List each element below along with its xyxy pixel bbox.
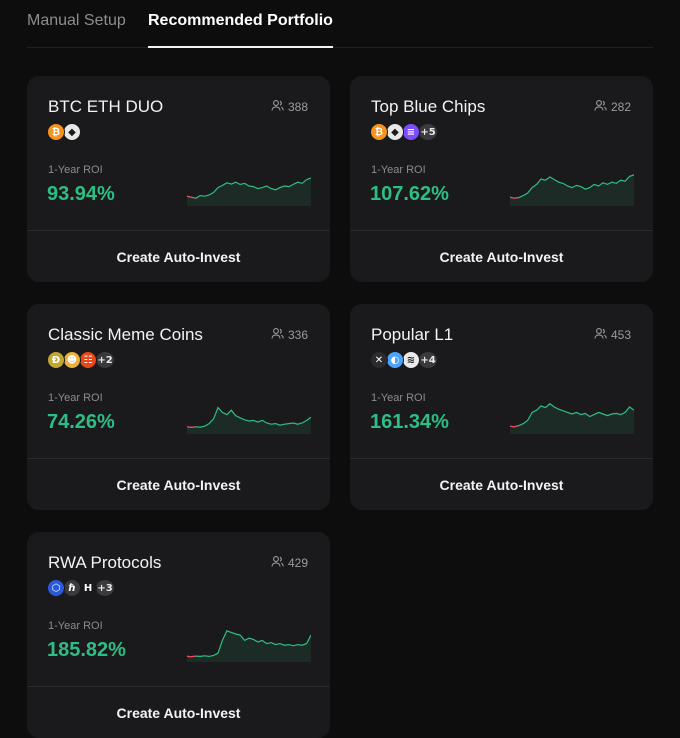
roi-label: 1-Year ROI <box>48 392 103 404</box>
follower-count-value: 336 <box>287 328 308 342</box>
roi-label: 1-Year ROI <box>48 164 103 176</box>
sparkline-line <box>187 177 311 199</box>
tab-recommended-portfolio[interactable]: Recommended Portfolio <box>148 12 333 48</box>
stellar-icon: ≋ <box>402 351 420 369</box>
users-icon <box>594 327 607 343</box>
follower-count-value: 388 <box>287 100 308 114</box>
card-divider <box>350 230 653 231</box>
sparkline-line <box>510 174 634 199</box>
chainlink-icon: ⬡ <box>47 579 65 597</box>
xrp-icon: ✕ <box>370 351 388 369</box>
sparkline-area <box>510 403 634 434</box>
coin-icons: ₿ ◆ <box>47 123 81 143</box>
roi-value: 74.26% <box>47 411 115 433</box>
follower-count: 336 <box>271 327 308 343</box>
create-auto-invest-button[interactable]: Create Auto-Invest <box>116 704 241 721</box>
card-divider <box>350 458 653 459</box>
bitcoin-icon: ₿ <box>370 123 388 141</box>
users-icon <box>271 555 284 571</box>
portfolio-name: RWA Protocols <box>48 553 162 572</box>
sparkline-line <box>187 630 311 658</box>
sparkline-start-segment <box>187 195 197 199</box>
dogecoin-icon: Ð <box>47 351 65 369</box>
portfolio-card[interactable]: BTC ETH DUO 388 ₿ ◆ 1-Year ROI 93.94% Cre… <box>27 76 330 282</box>
follower-count: 282 <box>594 99 631 115</box>
roi-label: 1-Year ROI <box>48 620 103 632</box>
create-auto-invest-button[interactable]: Create Auto-Invest <box>116 248 241 265</box>
ondo-icon: H <box>79 579 97 597</box>
roi-label: 1-Year ROI <box>371 164 426 176</box>
users-icon <box>271 99 284 115</box>
sparkline-start-segment <box>187 655 196 658</box>
portfolio-card[interactable]: Top Blue Chips 282 ₿ ◆ ≡ +5 1-Year ROI 107.… <box>350 76 653 282</box>
sparkline-line <box>187 406 311 429</box>
create-auto-invest-button[interactable]: Create Auto-Invest <box>116 476 241 493</box>
follower-count: 388 <box>271 99 308 115</box>
shiba-icon: ☷ <box>79 351 97 369</box>
sparkline-area <box>510 174 634 206</box>
coin-icons: ⬡ ℏ H +3 <box>47 579 115 599</box>
coin-icons: ₿ ◆ ≡ +5 <box>370 123 438 143</box>
more-coins-badge: +4 <box>418 351 438 369</box>
roi-sparkline <box>510 174 634 206</box>
sparkline-start-segment <box>510 424 520 428</box>
portfolio-card[interactable]: Classic Meme Coins 336 Ð ☻ ☷ +2 1-Year ROI … <box>27 304 330 510</box>
sparkline-line <box>510 403 634 428</box>
sparkline-start-segment <box>510 196 519 199</box>
bitcoin-icon: ₿ <box>47 123 65 141</box>
coin-icons: ✕ ◐ ≋ +4 <box>370 351 438 371</box>
portfolio-name: Top Blue Chips <box>371 97 486 116</box>
follower-count-value: 453 <box>610 328 631 342</box>
solana-icon: ≡ <box>402 123 420 141</box>
roi-sparkline <box>187 406 311 434</box>
follower-count: 429 <box>271 555 308 571</box>
pepe-icon: ☻ <box>63 351 81 369</box>
roi-sparkline <box>187 177 311 206</box>
more-coins-badge: +2 <box>95 351 115 369</box>
roi-sparkline <box>510 403 634 434</box>
active-tab-indicator <box>148 46 333 48</box>
more-coins-badge: +3 <box>95 579 115 597</box>
roi-value: 107.62% <box>370 183 449 205</box>
portfolio-name: Popular L1 <box>371 325 454 344</box>
portfolio-name: BTC ETH DUO <box>48 97 164 116</box>
follower-count-value: 429 <box>287 556 308 570</box>
roi-label: 1-Year ROI <box>371 392 426 404</box>
roi-sparkline <box>187 630 311 662</box>
follower-count-value: 282 <box>610 100 631 114</box>
sparkline-area <box>187 407 311 434</box>
portfolio-tabs: Manual Setup Recommended Portfolio <box>27 0 653 48</box>
portfolio-card[interactable]: RWA Protocols 429 ⬡ ℏ H +3 1-Year ROI 185.8… <box>27 532 330 738</box>
portfolio-name: Classic Meme Coins <box>48 325 203 344</box>
more-coins-badge: +5 <box>418 123 438 141</box>
sparkline-start-segment <box>187 426 196 429</box>
ethereum-icon: ◆ <box>386 123 404 141</box>
portfolio-card[interactable]: Popular L1 453 ✕ ◐ ≋ +4 1-Year ROI 161.34% … <box>350 304 653 510</box>
roi-value: 161.34% <box>370 411 449 433</box>
tab-recommended-label: Recommended Portfolio <box>148 12 333 29</box>
follower-count: 453 <box>594 327 631 343</box>
create-auto-invest-button[interactable]: Create Auto-Invest <box>439 476 564 493</box>
users-icon <box>594 99 607 115</box>
tab-manual-setup[interactable]: Manual Setup <box>27 12 126 29</box>
users-icon <box>271 327 284 343</box>
card-divider <box>27 458 330 459</box>
roi-value: 185.82% <box>47 639 126 661</box>
sui-icon: ◐ <box>386 351 404 369</box>
hedera-icon: ℏ <box>63 579 81 597</box>
coin-icons: Ð ☻ ☷ +2 <box>47 351 115 371</box>
roi-value: 93.94% <box>47 183 115 205</box>
sparkline-area <box>187 178 311 206</box>
sparkline-area <box>187 630 311 662</box>
ethereum-icon: ◆ <box>63 123 81 141</box>
card-divider <box>27 230 330 231</box>
create-auto-invest-button[interactable]: Create Auto-Invest <box>439 248 564 265</box>
